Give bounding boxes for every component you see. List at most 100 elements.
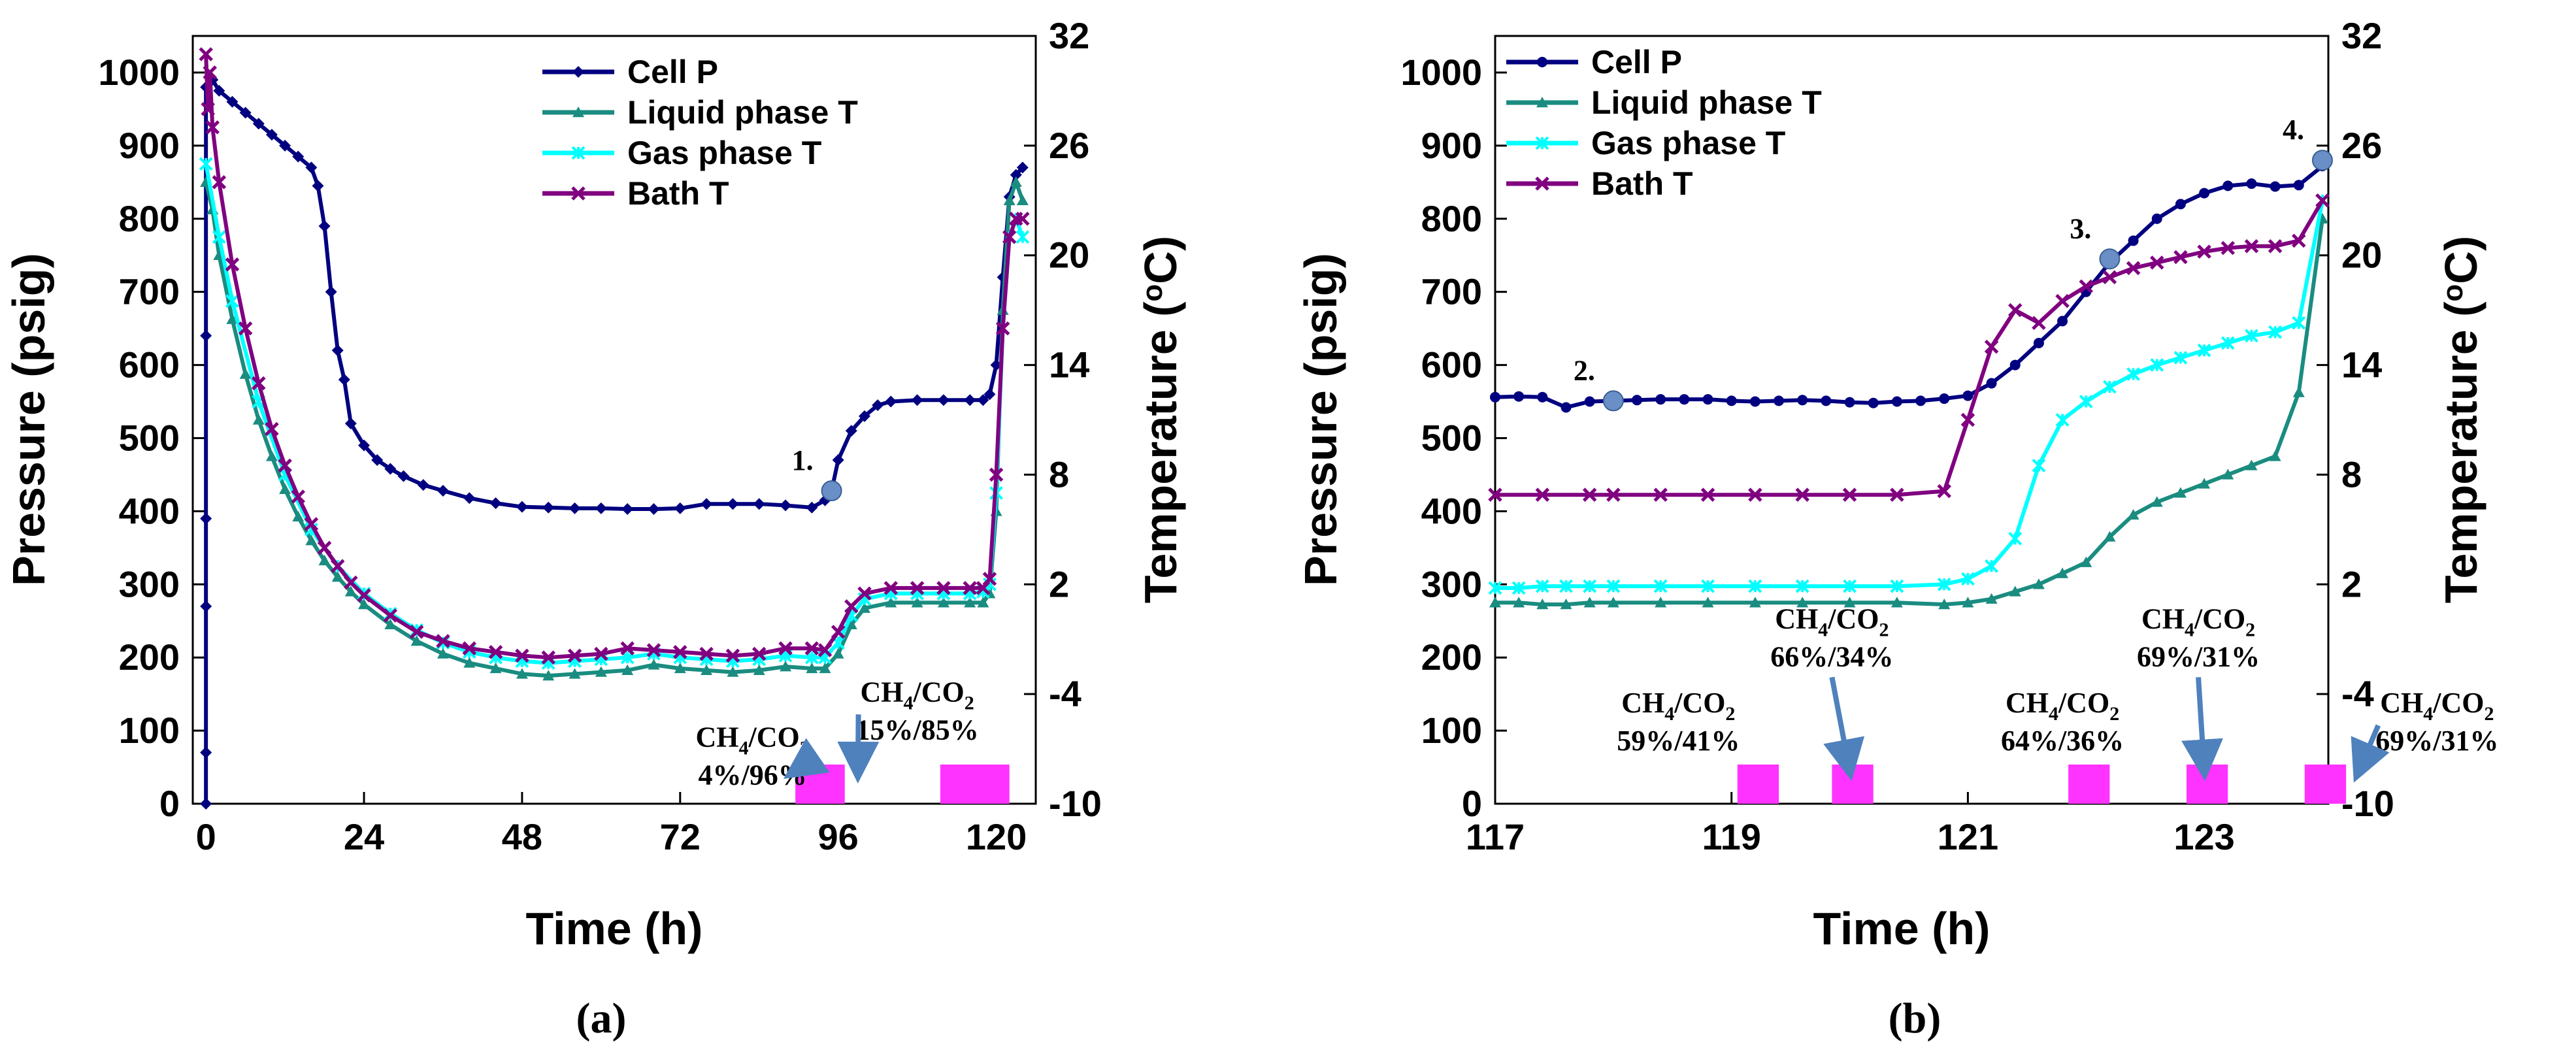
- data-point-liquid-phase-t-31: [819, 662, 831, 674]
- y-tick-label: 300: [119, 563, 180, 604]
- data-point-gas-phase-t-18: [2079, 395, 2093, 408]
- data-point-gas-phase-t-5: [1606, 579, 1621, 593]
- x-tick-label: 0: [196, 816, 216, 857]
- data-point-gas-phase-t-10: [1843, 579, 1857, 593]
- y2-tick-label: 2: [2341, 563, 2362, 604]
- data-point-liquid-phase-t-10: [1843, 597, 1856, 608]
- data-point-cell-p-22: [2009, 359, 2021, 371]
- data-point-liquid-phase-t-25: [674, 662, 686, 674]
- legend-marker-cell-p: [1537, 57, 1547, 67]
- data-point-liquid-phase-t-23: [2198, 478, 2211, 489]
- data-point-bath-t-13: [330, 559, 345, 574]
- y2-tick-label: 32: [2341, 15, 2382, 56]
- composition-label-1-sub1: 4: [1664, 703, 1674, 725]
- y2-tick-label: 2: [1049, 563, 1069, 604]
- y-tick-label: 1000: [1400, 52, 1482, 93]
- data-point-cell-p-10: [252, 118, 265, 130]
- data-point-cell-p-14: [305, 161, 318, 174]
- x-tick-label: 120: [966, 816, 1027, 857]
- y-tick-label: 900: [1421, 125, 1482, 166]
- data-point-bath-t-11: [1960, 412, 1975, 427]
- data-point-bath-t-34: [831, 625, 846, 639]
- y2-tick-label: 20: [2341, 235, 2382, 276]
- data-point-bath-t-21: [515, 648, 529, 663]
- data-point-liquid-phase-t-18: [489, 662, 502, 674]
- data-point-cell-p-2: [1537, 391, 1548, 403]
- y2-axis-title-a: Temperature (oC): [1135, 236, 1186, 603]
- x-tick-label: 48: [502, 816, 542, 857]
- data-point-cell-p-8: [1679, 394, 1690, 405]
- legend-marker-gas-phase-t: [571, 146, 586, 160]
- data-point-bath-t-20: [2173, 250, 2188, 265]
- legend-marker-bath-t: [1535, 176, 1549, 191]
- data-point-liquid-phase-t-20: [542, 670, 555, 681]
- data-point-bath-t-47: [1016, 211, 1030, 226]
- y-tick-label: 500: [119, 417, 180, 458]
- composition-label-2-sub1: 4: [903, 692, 913, 714]
- data-point-bath-t-13: [2007, 303, 2023, 318]
- composition-label-1-sub2: 2: [800, 738, 810, 759]
- data-point-liquid-phase-t-38: [964, 597, 976, 608]
- data-point-cell-p-26: [437, 485, 449, 497]
- series-line-cell-p: [204, 78, 1025, 804]
- data-point-bath-t-23: [567, 648, 582, 663]
- data-point-liquid-phase-t-8: [292, 510, 305, 521]
- composition-label-3-sub2: 2: [2109, 703, 2119, 725]
- composition-marker-3: [2068, 765, 2110, 804]
- data-point-bath-t-41: [976, 581, 991, 595]
- tick-labels-a: 01002003004005006007008009001000-10-4281…: [98, 15, 1102, 857]
- y2-tick-label: -10: [1049, 783, 1102, 824]
- data-point-gas-phase-t-2: [1535, 579, 1549, 593]
- data-point-cell-p-45: [858, 410, 870, 422]
- composition-label-4-sub2: 2: [2245, 619, 2255, 640]
- composition-label-2-co: /CO: [912, 676, 964, 708]
- data-point-liquid-phase-t-21: [569, 668, 581, 679]
- data-point-liquid-phase-t-4: [239, 368, 252, 379]
- data-point-cell-p-23: [2033, 338, 2044, 348]
- labeled-point-number: 3.: [2070, 212, 2091, 244]
- data-point-bath-t-8: [265, 421, 279, 436]
- data-point-cell-p-20: [1962, 390, 1973, 401]
- data-point-cell-p-22: [371, 454, 384, 467]
- data-point-bath-t-4: [1653, 487, 1668, 502]
- data-point-cell-p-0: [200, 798, 212, 810]
- composition-label-1-ch: CH: [696, 721, 739, 753]
- data-point-bath-t-21: [2197, 244, 2211, 259]
- data-point-bath-t-25: [2292, 233, 2306, 248]
- data-point-bath-t-16: [2079, 279, 2094, 294]
- data-point-cell-p-29: [2175, 199, 2186, 210]
- data-point-cell-p-21: [358, 439, 371, 452]
- composition-arrow-2: [837, 714, 880, 783]
- data-point-gas-phase-t-8: [1748, 579, 1762, 593]
- composition-label-1-ratio: 59%/41%: [1617, 725, 1740, 757]
- data-point-bath-t-1: [201, 102, 215, 116]
- data-point-cell-p-34: [648, 503, 660, 516]
- data-point-cell-p-34: [2293, 180, 2304, 191]
- data-point-bath-t-44: [995, 321, 1010, 336]
- data-point-cell-p-11: [265, 129, 278, 141]
- plot-frame-b: [1494, 35, 2330, 805]
- y2-title-b-main: Temperature (: [2436, 301, 2486, 603]
- y2-tick-label: 14: [2341, 344, 2382, 386]
- data-point-bath-t-16: [383, 608, 398, 623]
- data-point-cell-p-39: [780, 499, 792, 512]
- legend-item-bath-t: Bath T: [1506, 165, 1693, 202]
- legend-label-bath-t: Bath T: [1591, 165, 1693, 202]
- composition-label-2-ratio: 15%/85%: [855, 714, 978, 746]
- data-point-bath-t-20: [488, 645, 503, 659]
- data-point-cell-p-13: [1797, 395, 1808, 406]
- composition-label-2-formula: CH4/CO2: [860, 676, 974, 714]
- y-tick-label: 900: [119, 125, 180, 166]
- data-point-bath-t-12: [317, 540, 332, 555]
- data-point-bath-t-6: [1748, 487, 1762, 502]
- x-tick-label: 72: [660, 816, 701, 857]
- data-point-liquid-phase-t-15: [410, 635, 423, 646]
- legend-marker-liquid-phase-t: [572, 107, 584, 118]
- y-axis-title-b: Pressure (psig): [1295, 253, 1346, 586]
- legend-item-liquid-phase-t: Liquid phase T: [1506, 84, 1822, 121]
- data-point-cell-p-4: [200, 329, 212, 342]
- data-point-gas-phase-t-17: [2055, 413, 2070, 427]
- y-tick-label: 100: [1421, 710, 1482, 751]
- data-point-cell-p-50: [964, 394, 976, 406]
- data-point-liquid-phase-t-0: [1489, 597, 1501, 608]
